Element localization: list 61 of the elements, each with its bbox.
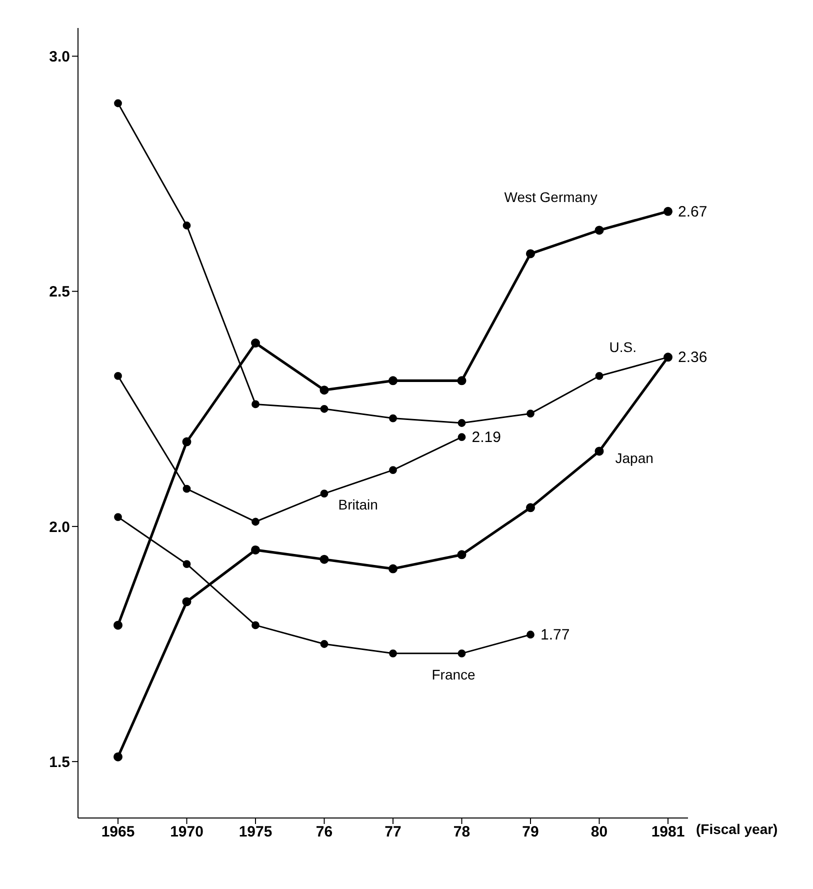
point	[458, 419, 466, 427]
point	[114, 372, 122, 380]
y-tick-label: 2.0	[49, 518, 70, 536]
point	[320, 490, 328, 498]
point	[594, 226, 604, 235]
point	[664, 206, 672, 216]
point	[252, 518, 260, 526]
series-label: Britain	[338, 496, 378, 513]
point	[252, 621, 260, 630]
x-tick-label: 80	[590, 824, 608, 841]
data-label: 1.77	[540, 626, 570, 644]
point	[114, 620, 122, 630]
x-tick-label: 78	[453, 824, 470, 841]
data-label: 2.19	[472, 429, 501, 446]
point	[114, 99, 122, 108]
point	[526, 630, 534, 639]
point	[526, 249, 535, 258]
point	[251, 338, 260, 348]
point	[252, 400, 260, 408]
x-tick-label: 1975	[238, 824, 272, 841]
series-label: U.S.	[609, 338, 636, 355]
x-tick-label: 1970	[170, 824, 204, 841]
series-label: France	[432, 666, 476, 682]
point	[182, 222, 191, 230]
x-tick-label: 79	[522, 824, 539, 841]
point	[595, 372, 604, 380]
point	[182, 597, 192, 606]
point	[114, 513, 122, 521]
point	[594, 446, 604, 456]
point	[114, 752, 122, 762]
point	[320, 640, 328, 648]
y-tick-label: 1.5	[49, 754, 70, 771]
y-tick-label: 2.5	[49, 284, 70, 301]
point	[457, 550, 466, 560]
data-label: 2.67	[678, 203, 708, 220]
x-tick-label: 1981	[651, 824, 685, 841]
point	[388, 564, 398, 574]
point	[320, 386, 329, 395]
series-label: West Germany	[504, 189, 598, 206]
point	[182, 484, 191, 493]
point	[182, 437, 192, 446]
point	[182, 560, 191, 568]
x-tick-label: 77	[384, 824, 402, 841]
point	[526, 503, 535, 512]
point	[458, 433, 466, 442]
point	[389, 466, 397, 474]
point	[320, 404, 328, 413]
point	[457, 376, 466, 386]
point	[388, 376, 398, 386]
point	[389, 414, 397, 422]
x-axis-title: (Fiscal year)	[696, 820, 778, 837]
data-label: 2.36	[678, 349, 708, 366]
point	[526, 410, 534, 418]
point	[458, 649, 466, 658]
point	[251, 545, 260, 554]
series-label: Japan	[615, 450, 654, 466]
point	[389, 649, 397, 658]
point	[320, 554, 329, 564]
x-tick-label: 76	[316, 824, 333, 841]
x-tick-label: 1965	[101, 824, 135, 841]
y-tick-label: 3.0	[49, 48, 70, 66]
